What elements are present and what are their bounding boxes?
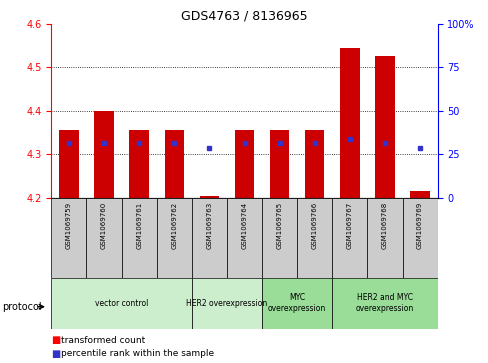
Text: GDS4763 / 8136965: GDS4763 / 8136965: [181, 9, 307, 22]
Bar: [366, 198, 402, 278]
Bar: [191, 278, 262, 329]
Text: transformed count: transformed count: [61, 336, 145, 344]
Text: GSM1069763: GSM1069763: [206, 202, 212, 249]
Text: GSM1069764: GSM1069764: [241, 202, 247, 249]
Bar: [234, 130, 254, 198]
Text: ■: ■: [51, 349, 61, 359]
Bar: [51, 278, 191, 329]
Text: vector control: vector control: [95, 299, 148, 307]
Bar: [297, 198, 332, 278]
Text: HER2 overexpression: HER2 overexpression: [186, 299, 267, 307]
Bar: [156, 198, 191, 278]
Bar: [94, 111, 113, 198]
Bar: [402, 198, 437, 278]
Text: GSM1069767: GSM1069767: [346, 202, 352, 249]
Bar: [305, 130, 324, 198]
Bar: [269, 130, 289, 198]
Text: protocol: protocol: [2, 302, 42, 312]
Bar: [129, 130, 148, 198]
Bar: [59, 130, 79, 198]
Text: GSM1069768: GSM1069768: [381, 202, 387, 249]
Text: GSM1069760: GSM1069760: [101, 202, 107, 249]
Bar: [340, 48, 359, 198]
Text: GSM1069765: GSM1069765: [276, 202, 282, 249]
Bar: [122, 198, 156, 278]
Text: GSM1069761: GSM1069761: [136, 202, 142, 249]
Text: GSM1069769: GSM1069769: [416, 202, 422, 249]
Bar: [262, 198, 297, 278]
Bar: [332, 198, 366, 278]
Bar: [262, 278, 332, 329]
Bar: [199, 196, 219, 198]
Bar: [191, 198, 226, 278]
Bar: [51, 198, 86, 278]
Bar: [409, 191, 429, 198]
Text: GSM1069762: GSM1069762: [171, 202, 177, 249]
Text: ■: ■: [51, 335, 61, 345]
Bar: [375, 56, 394, 198]
Text: GSM1069759: GSM1069759: [66, 202, 72, 249]
Text: percentile rank within the sample: percentile rank within the sample: [61, 350, 214, 358]
Text: MYC
overexpression: MYC overexpression: [267, 293, 325, 313]
Text: HER2 and MYC
overexpression: HER2 and MYC overexpression: [355, 293, 413, 313]
Text: GSM1069766: GSM1069766: [311, 202, 317, 249]
Bar: [164, 130, 183, 198]
Bar: [332, 278, 437, 329]
Bar: [86, 198, 122, 278]
Bar: [226, 198, 262, 278]
